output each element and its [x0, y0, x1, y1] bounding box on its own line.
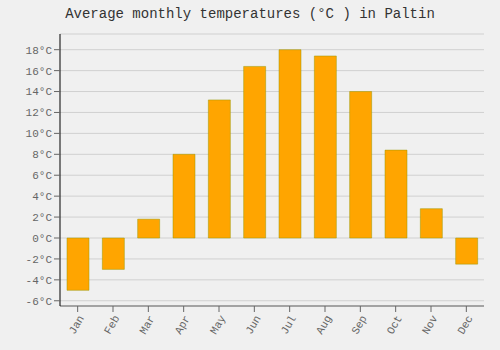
- svg-text:18°C: 18°C: [26, 45, 53, 57]
- svg-text:10°C: 10°C: [26, 128, 53, 140]
- svg-text:4°C: 4°C: [32, 191, 52, 203]
- svg-text:Oct: Oct: [385, 313, 405, 336]
- svg-text:16°C: 16°C: [26, 66, 53, 78]
- svg-text:Jul: Jul: [279, 313, 299, 336]
- svg-text:8°C: 8°C: [32, 149, 52, 161]
- svg-text:Mar: Mar: [137, 313, 157, 336]
- svg-text:14°C: 14°C: [26, 86, 53, 98]
- svg-text:-4°C: -4°C: [26, 275, 53, 287]
- svg-text:-2°C: -2°C: [26, 254, 53, 266]
- svg-text:Sep: Sep: [349, 313, 369, 336]
- svg-text:Jun: Jun: [243, 313, 263, 336]
- svg-text:Nov: Nov: [420, 313, 440, 336]
- svg-text:Feb: Feb: [102, 313, 122, 336]
- svg-text:May: May: [208, 313, 228, 336]
- svg-text:12°C: 12°C: [26, 107, 53, 119]
- svg-text:Dec: Dec: [455, 313, 475, 336]
- svg-text:6°C: 6°C: [32, 170, 52, 182]
- svg-text:Aug: Aug: [314, 313, 334, 336]
- svg-text:2°C: 2°C: [32, 212, 52, 224]
- html-text:Average monthly temperatures (: Average monthly temperatures (°C ) in Pa…: [65, 6, 435, 22]
- svg-text:Apr: Apr: [173, 313, 193, 336]
- svg-text:-6°C: -6°C: [26, 296, 53, 308]
- svg-text:Jan: Jan: [67, 313, 87, 336]
- svg-text:0°C: 0°C: [32, 233, 52, 245]
